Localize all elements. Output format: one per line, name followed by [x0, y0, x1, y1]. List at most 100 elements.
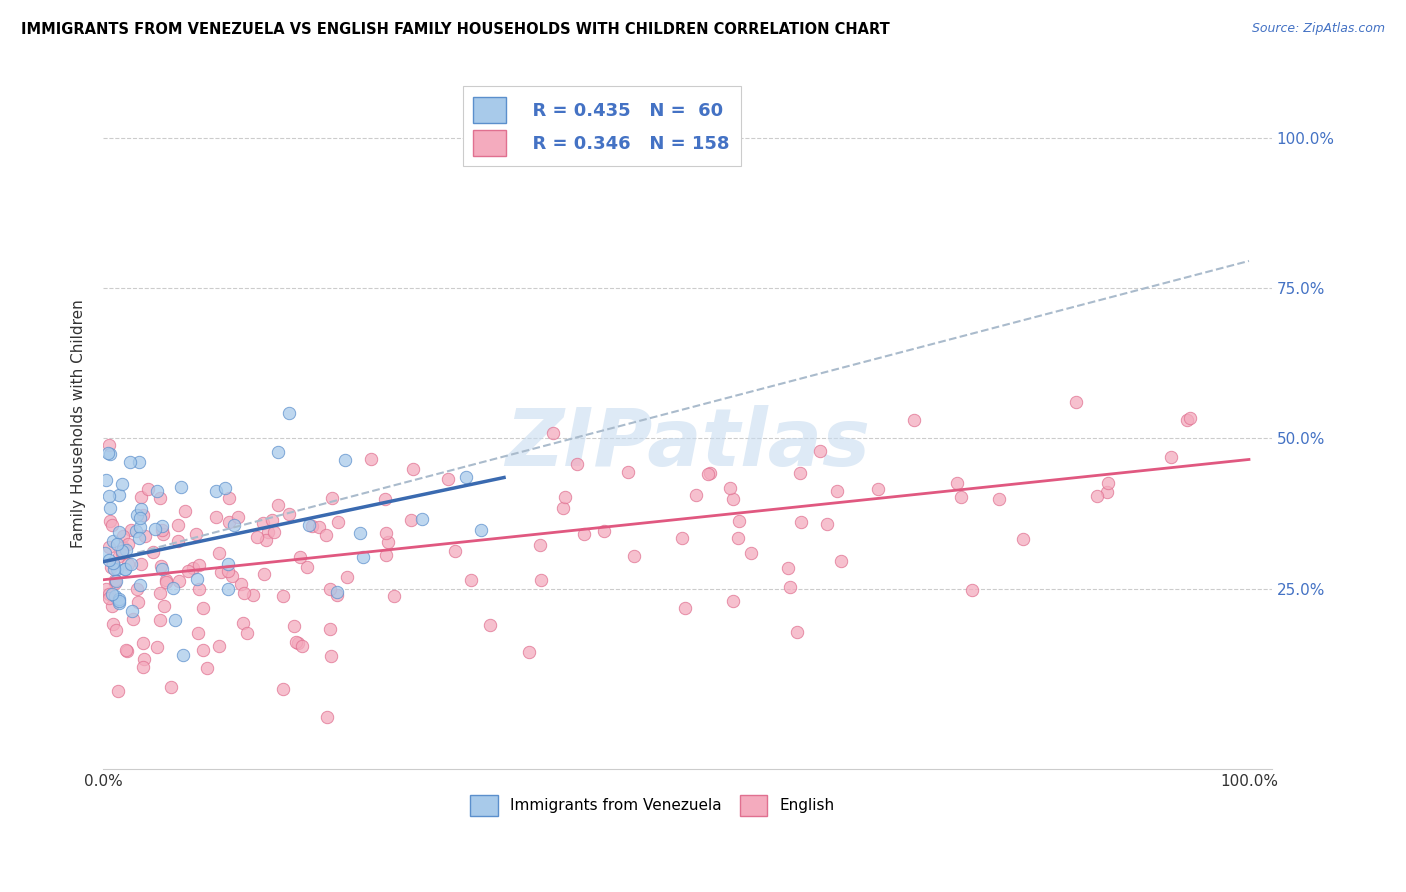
Point	[946, 476, 969, 491]
Text: ZIPatlas: ZIPatlas	[505, 405, 870, 483]
Point	[112, 529, 135, 543]
Point	[97, 438, 120, 452]
Point	[209, 566, 232, 580]
Point	[111, 477, 134, 491]
Point	[786, 624, 808, 639]
Point	[107, 684, 129, 698]
Point	[623, 549, 645, 563]
Point	[218, 491, 240, 506]
Point	[541, 426, 564, 441]
Point	[567, 457, 589, 471]
Point	[298, 518, 321, 533]
Point	[98, 587, 121, 601]
Point	[437, 472, 460, 486]
Point	[222, 518, 245, 533]
Point	[252, 566, 274, 581]
Point	[233, 586, 256, 600]
Point	[104, 574, 127, 588]
Point	[789, 466, 811, 480]
Point	[377, 535, 399, 549]
Point	[173, 504, 195, 518]
Point	[187, 625, 209, 640]
Point	[97, 446, 120, 460]
Point	[315, 528, 337, 542]
Point	[153, 599, 176, 614]
Point	[1011, 532, 1033, 546]
Point	[108, 591, 131, 606]
Point	[326, 515, 349, 529]
Point	[554, 490, 576, 504]
Point	[104, 575, 127, 590]
Point	[155, 573, 177, 587]
Point	[132, 651, 155, 665]
Point	[740, 546, 762, 560]
Point	[592, 524, 614, 538]
Point	[699, 466, 721, 480]
Point	[830, 553, 852, 567]
Point	[108, 596, 131, 610]
Point	[671, 531, 693, 545]
Point	[101, 587, 124, 601]
Point	[217, 582, 239, 597]
Point	[127, 582, 149, 597]
Text: Source: ZipAtlas.com: Source: ZipAtlas.com	[1251, 22, 1385, 36]
Point	[517, 645, 540, 659]
Point	[401, 513, 423, 527]
Point	[181, 560, 204, 574]
Point	[460, 573, 482, 587]
Point	[96, 582, 118, 596]
Point	[188, 558, 211, 573]
Point	[149, 491, 172, 505]
Point	[273, 681, 295, 696]
Point	[1066, 394, 1088, 409]
Point	[617, 465, 640, 479]
Point	[229, 577, 252, 591]
Point	[718, 481, 741, 495]
Point	[529, 574, 551, 588]
Point	[478, 618, 501, 632]
Point	[128, 532, 150, 546]
Point	[101, 599, 124, 614]
Point	[155, 574, 177, 589]
Point	[242, 589, 264, 603]
Point	[142, 545, 165, 559]
Point	[136, 482, 159, 496]
Point	[1097, 475, 1119, 490]
Point	[128, 511, 150, 525]
Point	[226, 509, 249, 524]
Point	[191, 643, 214, 657]
Point	[1085, 489, 1108, 503]
Point	[288, 550, 311, 565]
Point	[333, 453, 356, 467]
Point	[454, 470, 477, 484]
Point	[321, 491, 343, 505]
Point	[246, 530, 269, 544]
Point	[108, 525, 131, 540]
Point	[208, 640, 231, 654]
Point	[105, 562, 128, 576]
Point	[721, 593, 744, 607]
Point	[101, 518, 124, 533]
Point	[170, 480, 193, 494]
Point	[146, 640, 169, 654]
Point	[207, 546, 229, 560]
Point	[105, 623, 128, 637]
Point	[218, 515, 240, 529]
Point	[685, 488, 707, 502]
Point	[149, 613, 172, 627]
Point	[267, 444, 290, 458]
Point	[325, 589, 347, 603]
Point	[988, 491, 1011, 506]
Point	[93, 546, 115, 560]
Point	[104, 590, 127, 604]
Legend: Immigrants from Venezuela, English: Immigrants from Venezuela, English	[463, 787, 842, 824]
Point	[277, 406, 299, 420]
Point	[111, 545, 134, 559]
Point	[318, 622, 340, 636]
Point	[97, 553, 120, 567]
Point	[120, 523, 142, 537]
Point	[825, 484, 848, 499]
Point	[146, 483, 169, 498]
Point	[321, 649, 343, 664]
Point	[221, 568, 243, 582]
